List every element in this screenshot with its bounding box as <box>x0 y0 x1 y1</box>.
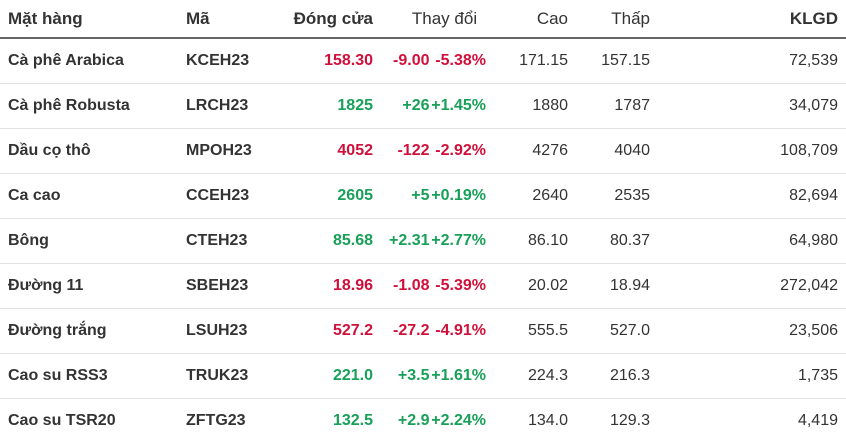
cell-high: 134.0 <box>486 399 568 443</box>
cell-change-pct: +0.19% <box>430 174 487 219</box>
cell-volume: 108,709 <box>650 129 846 174</box>
cell-high: 20.02 <box>486 264 568 309</box>
cell-name: Cao su TSR20 <box>0 399 178 443</box>
cell-low: 18.94 <box>568 264 650 309</box>
cell-close: 132.5 <box>286 399 373 443</box>
cell-code: MPOH23 <box>178 129 286 174</box>
cell-close: 1825 <box>286 84 373 129</box>
cell-change: -1.08 <box>373 264 430 309</box>
cell-change: +26 <box>373 84 430 129</box>
cell-change: -27.2 <box>373 309 430 354</box>
cell-change-pct: +1.45% <box>430 84 487 129</box>
cell-low: 2535 <box>568 174 650 219</box>
cell-change: +2.9 <box>373 399 430 443</box>
cell-volume: 272,042 <box>650 264 846 309</box>
header-low: Thấp <box>568 0 650 38</box>
cell-close: 85.68 <box>286 219 373 264</box>
cell-name: Đường 11 <box>0 264 178 309</box>
header-volume: KLGD <box>650 0 846 38</box>
cell-change-pct: -5.39% <box>430 264 487 309</box>
cell-name: Cà phê Arabica <box>0 38 178 84</box>
cell-volume: 4,419 <box>650 399 846 443</box>
cell-volume: 64,980 <box>650 219 846 264</box>
cell-change: +5 <box>373 174 430 219</box>
cell-high: 224.3 <box>486 354 568 399</box>
cell-high: 1880 <box>486 84 568 129</box>
cell-code: ZFTG23 <box>178 399 286 443</box>
cell-name: Cà phê Robusta <box>0 84 178 129</box>
cell-change-pct: -2.92% <box>430 129 487 174</box>
header-high: Cao <box>486 0 568 38</box>
cell-volume: 72,539 <box>650 38 846 84</box>
cell-code: SBEH23 <box>178 264 286 309</box>
cell-low: 1787 <box>568 84 650 129</box>
cell-name: Ca cao <box>0 174 178 219</box>
cell-close: 221.0 <box>286 354 373 399</box>
cell-code: CCEH23 <box>178 174 286 219</box>
cell-name: Cao su RSS3 <box>0 354 178 399</box>
cell-name: Đường trắng <box>0 309 178 354</box>
cell-close: 158.30 <box>286 38 373 84</box>
cell-change: -9.00 <box>373 38 430 84</box>
cell-code: TRUK23 <box>178 354 286 399</box>
cell-volume: 23,506 <box>650 309 846 354</box>
cell-name: Bông <box>0 219 178 264</box>
cell-close: 527.2 <box>286 309 373 354</box>
cell-change-pct: +1.61% <box>430 354 487 399</box>
cell-low: 4040 <box>568 129 650 174</box>
header-row: Mặt hàng Mã Đóng cửa Thay đổi Cao Thấp K… <box>0 0 846 38</box>
cell-close: 2605 <box>286 174 373 219</box>
cell-code: LRCH23 <box>178 84 286 129</box>
cell-volume: 82,694 <box>650 174 846 219</box>
cell-change-pct: +2.77% <box>430 219 487 264</box>
cell-high: 4276 <box>486 129 568 174</box>
cell-volume: 34,079 <box>650 84 846 129</box>
cell-change: +3.5 <box>373 354 430 399</box>
cell-change-pct: +2.24% <box>430 399 487 443</box>
cell-high: 171.15 <box>486 38 568 84</box>
header-code: Mã <box>178 0 286 38</box>
cell-change: -122 <box>373 129 430 174</box>
cell-high: 555.5 <box>486 309 568 354</box>
cell-volume: 1,735 <box>650 354 846 399</box>
cell-low: 157.15 <box>568 38 650 84</box>
cell-low: 80.37 <box>568 219 650 264</box>
header-change: Thay đổi <box>373 0 486 38</box>
cell-high: 86.10 <box>486 219 568 264</box>
header-name: Mặt hàng <box>0 0 178 38</box>
cell-low: 129.3 <box>568 399 650 443</box>
cell-close: 18.96 <box>286 264 373 309</box>
cell-change-pct: -4.91% <box>430 309 487 354</box>
cell-low: 216.3 <box>568 354 650 399</box>
cell-high: 2640 <box>486 174 568 219</box>
cell-code: CTEH23 <box>178 219 286 264</box>
cell-change: +2.31 <box>373 219 430 264</box>
header-close: Đóng cửa <box>286 0 373 38</box>
table-header: Mặt hàng Mã Đóng cửa Thay đổi Cao Thấp K… <box>0 0 846 38</box>
cell-code: KCEH23 <box>178 38 286 84</box>
cell-name: Dầu cọ thô <box>0 129 178 174</box>
cell-close: 4052 <box>286 129 373 174</box>
cell-low: 527.0 <box>568 309 650 354</box>
cell-change-pct: -5.38% <box>430 38 487 84</box>
cell-code: LSUH23 <box>178 309 286 354</box>
